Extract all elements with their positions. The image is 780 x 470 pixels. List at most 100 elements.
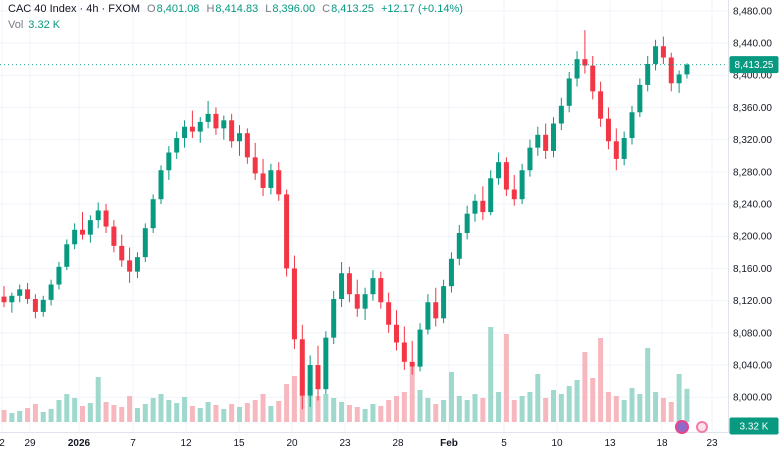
volume-bar: [425, 398, 431, 422]
volume-bar: [448, 372, 454, 422]
candle-down: [503, 162, 509, 190]
time-tick-label[interactable]: Feb: [440, 438, 458, 449]
volume-bar: [237, 407, 242, 422]
price-tick-label[interactable]: 8,440.00: [733, 39, 772, 50]
price-tick-label[interactable]: 8,040.00: [733, 361, 772, 372]
price-tick-label[interactable]: 8,160.00: [733, 264, 772, 275]
volume-bar: [354, 407, 360, 422]
candle-up: [237, 133, 242, 142]
time-tick-label[interactable]: 18: [656, 438, 668, 449]
candle-up: [205, 113, 211, 122]
event-marker-icon-2[interactable]: [696, 421, 708, 433]
volume-bar: [668, 402, 674, 422]
volume-bar: [142, 404, 148, 422]
candle-up: [488, 178, 494, 213]
candle-up: [472, 200, 478, 214]
price-tick-label[interactable]: 8,240.00: [733, 200, 772, 211]
volume-bar: [182, 397, 188, 422]
candle-up: [307, 365, 313, 396]
candle-up: [464, 213, 470, 234]
volume-label[interactable]: Vol: [8, 19, 24, 31]
volume-bar: [394, 396, 399, 422]
symbol-legend: CAC 40 Index · 4h · FXOM O 8,401.08 H 8,…: [8, 3, 463, 15]
candle-up: [676, 74, 682, 84]
volume-bar: [613, 396, 619, 422]
candle-up: [370, 278, 376, 295]
candle-up: [142, 228, 148, 258]
candle-up: [87, 220, 93, 235]
volume-bar: [653, 392, 659, 422]
volume-bar: [127, 396, 133, 422]
time-tick-label[interactable]: 29: [24, 438, 36, 449]
candle-up: [166, 152, 172, 171]
low-value: 8,396.00: [272, 3, 316, 15]
high-label: H: [206, 3, 215, 15]
volume-bar: [370, 404, 376, 422]
price-tick-label[interactable]: 8,080.00: [733, 328, 772, 339]
price-tick-label[interactable]: 8,280.00: [733, 167, 772, 178]
volume-bar: [582, 352, 588, 422]
candle-up: [331, 299, 337, 338]
candle-up: [362, 294, 368, 309]
volume-bar: [605, 392, 611, 422]
candle-up: [48, 284, 54, 300]
high-value: 8,414.83: [215, 3, 259, 15]
candle-up: [684, 64, 690, 75]
time-tick-label[interactable]: 28: [392, 438, 404, 449]
time-tick-label[interactable]: 23: [706, 438, 718, 449]
volume-bar: [660, 398, 666, 422]
candle-up: [621, 138, 627, 159]
candle-down: [386, 302, 392, 325]
candle-up: [268, 170, 274, 188]
candle-down: [244, 133, 250, 158]
event-marker-icon-1[interactable]: [675, 420, 689, 434]
time-tick-label[interactable]: 2026: [68, 438, 91, 449]
volume-bar: [433, 404, 439, 422]
time-tick-label[interactable]: 23: [339, 438, 351, 449]
volume-bar: [488, 327, 494, 422]
volume-bar: [174, 403, 180, 422]
candle-up: [441, 286, 447, 319]
volume-bar: [598, 338, 604, 422]
candle-down: [260, 173, 266, 188]
time-tick-label[interactable]: 15: [233, 438, 245, 449]
candle-up: [72, 229, 78, 245]
time-tick-label[interactable]: 12: [180, 438, 192, 449]
volume-bar: [72, 398, 78, 422]
candle-up: [496, 162, 502, 179]
price-tick-label[interactable]: 8,000.00: [733, 393, 772, 404]
candle-down: [543, 134, 549, 151]
candle-down: [284, 194, 290, 269]
volume-bar: [229, 404, 235, 422]
time-tick-label[interactable]: 2: [0, 438, 5, 449]
price-axis-badge: [729, 56, 779, 74]
price-tick-label[interactable]: 8,320.00: [733, 135, 772, 146]
price-tick-label[interactable]: 8,360.00: [733, 103, 772, 114]
time-tick-label[interactable]: 5: [501, 438, 507, 449]
volume-bar: [637, 394, 643, 422]
volume-bar: [362, 409, 368, 422]
volume-bar: [103, 402, 109, 422]
candle-up: [64, 244, 70, 267]
symbol-title[interactable]: CAC 40 Index · 4h · FXOM: [8, 3, 141, 15]
volume-bar: [472, 394, 478, 422]
time-tick-label[interactable]: 13: [604, 438, 616, 449]
time-tick-label[interactable]: 7: [130, 438, 136, 449]
price-tick-label[interactable]: 8,200.00: [733, 232, 772, 243]
candle-down: [291, 268, 297, 340]
price-tick-label[interactable]: 8,120.00: [733, 296, 772, 307]
volume-bar: [9, 413, 15, 422]
candle-up: [629, 112, 635, 139]
price-tick-label[interactable]: 8,400.00: [733, 71, 772, 82]
candle-down: [103, 210, 109, 227]
candle-down: [25, 289, 31, 300]
price-tick-label[interactable]: 8,480.00: [733, 6, 772, 17]
candle-up: [653, 46, 659, 64]
time-tick-label[interactable]: 10: [551, 438, 563, 449]
volume-bar: [511, 400, 517, 422]
candle-down: [590, 65, 596, 92]
time-tick-label[interactable]: 20: [286, 438, 298, 449]
volume-bar: [535, 374, 541, 422]
volume-bar: [331, 398, 337, 422]
